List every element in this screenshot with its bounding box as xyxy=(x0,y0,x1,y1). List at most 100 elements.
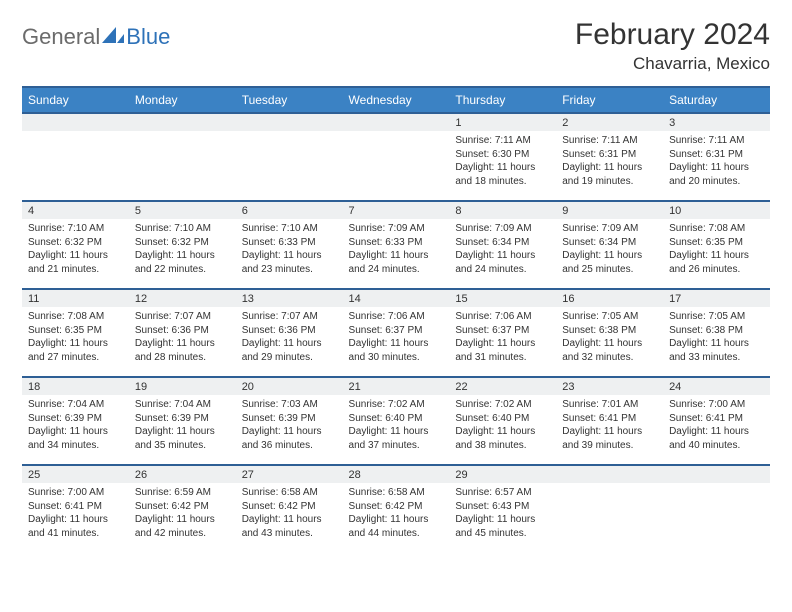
sunrise-line: Sunrise: 7:06 AM xyxy=(349,310,444,324)
day-details: Sunrise: 6:57 AMSunset: 6:43 PMDaylight:… xyxy=(449,483,556,544)
daylight-line: Daylight: 11 hours and 32 minutes. xyxy=(562,337,657,364)
empty-day xyxy=(663,466,770,483)
day-number: 25 xyxy=(22,466,129,483)
day-details: Sunrise: 7:09 AMSunset: 6:33 PMDaylight:… xyxy=(343,219,450,280)
daylight-line: Daylight: 11 hours and 29 minutes. xyxy=(242,337,337,364)
sunset-line: Sunset: 6:42 PM xyxy=(349,500,444,514)
brand-sail-icon xyxy=(102,25,124,50)
daylight-line: Daylight: 11 hours and 20 minutes. xyxy=(669,161,764,188)
daylight-line: Daylight: 11 hours and 33 minutes. xyxy=(669,337,764,364)
sunrise-line: Sunrise: 7:07 AM xyxy=(242,310,337,324)
calendar-day-cell: 2Sunrise: 7:11 AMSunset: 6:31 PMDaylight… xyxy=(556,113,663,201)
day-number: 6 xyxy=(236,202,343,219)
day-number: 7 xyxy=(343,202,450,219)
day-number: 19 xyxy=(129,378,236,395)
day-details: Sunrise: 6:59 AMSunset: 6:42 PMDaylight:… xyxy=(129,483,236,544)
sunset-line: Sunset: 6:33 PM xyxy=(242,236,337,250)
calendar-day-cell xyxy=(556,465,663,553)
sunset-line: Sunset: 6:37 PM xyxy=(349,324,444,338)
day-number: 11 xyxy=(22,290,129,307)
day-details: Sunrise: 7:07 AMSunset: 6:36 PMDaylight:… xyxy=(236,307,343,368)
day-number: 1 xyxy=(449,114,556,131)
day-details: Sunrise: 7:09 AMSunset: 6:34 PMDaylight:… xyxy=(556,219,663,280)
calendar-day-cell: 3Sunrise: 7:11 AMSunset: 6:31 PMDaylight… xyxy=(663,113,770,201)
sunset-line: Sunset: 6:31 PM xyxy=(562,148,657,162)
sunset-line: Sunset: 6:36 PM xyxy=(135,324,230,338)
daylight-line: Daylight: 11 hours and 45 minutes. xyxy=(455,513,550,540)
calendar-day-cell: 15Sunrise: 7:06 AMSunset: 6:37 PMDayligh… xyxy=(449,289,556,377)
calendar-week-row: 1Sunrise: 7:11 AMSunset: 6:30 PMDaylight… xyxy=(22,113,770,201)
calendar-day-cell: 16Sunrise: 7:05 AMSunset: 6:38 PMDayligh… xyxy=(556,289,663,377)
day-details: Sunrise: 7:00 AMSunset: 6:41 PMDaylight:… xyxy=(22,483,129,544)
sunset-line: Sunset: 6:32 PM xyxy=(28,236,123,250)
day-number: 17 xyxy=(663,290,770,307)
day-number: 16 xyxy=(556,290,663,307)
day-number: 20 xyxy=(236,378,343,395)
day-details: Sunrise: 7:06 AMSunset: 6:37 PMDaylight:… xyxy=(343,307,450,368)
daylight-line: Daylight: 11 hours and 39 minutes. xyxy=(562,425,657,452)
sunrise-line: Sunrise: 7:10 AM xyxy=(28,222,123,236)
sunrise-line: Sunrise: 7:11 AM xyxy=(562,134,657,148)
sunset-line: Sunset: 6:40 PM xyxy=(349,412,444,426)
daylight-line: Daylight: 11 hours and 19 minutes. xyxy=(562,161,657,188)
calendar-week-row: 25Sunrise: 7:00 AMSunset: 6:41 PMDayligh… xyxy=(22,465,770,553)
calendar-table: SundayMondayTuesdayWednesdayThursdayFrid… xyxy=(22,86,770,553)
day-number: 4 xyxy=(22,202,129,219)
weekday-header: Tuesday xyxy=(236,87,343,113)
day-details: Sunrise: 7:11 AMSunset: 6:30 PMDaylight:… xyxy=(449,131,556,192)
calendar-day-cell: 21Sunrise: 7:02 AMSunset: 6:40 PMDayligh… xyxy=(343,377,450,465)
day-number: 13 xyxy=(236,290,343,307)
daylight-line: Daylight: 11 hours and 23 minutes. xyxy=(242,249,337,276)
daylight-line: Daylight: 11 hours and 26 minutes. xyxy=(669,249,764,276)
daylight-line: Daylight: 11 hours and 18 minutes. xyxy=(455,161,550,188)
sunset-line: Sunset: 6:36 PM xyxy=(242,324,337,338)
day-number: 3 xyxy=(663,114,770,131)
sunset-line: Sunset: 6:41 PM xyxy=(28,500,123,514)
sunrise-line: Sunrise: 7:07 AM xyxy=(135,310,230,324)
calendar-day-cell: 6 Sunrise: 7:10 AMSunset: 6:33 PMDaylight… xyxy=(236,201,343,289)
day-number: 26 xyxy=(129,466,236,483)
calendar-day-cell: 20Sunrise: 7:03 AMSunset: 6:39 PMDayligh… xyxy=(236,377,343,465)
calendar-day-cell: 22Sunrise: 7:02 AMSunset: 6:40 PMDayligh… xyxy=(449,377,556,465)
empty-day xyxy=(236,114,343,131)
calendar-day-cell: 24Sunrise: 7:00 AMSunset: 6:41 PMDayligh… xyxy=(663,377,770,465)
calendar-day-cell xyxy=(663,465,770,553)
day-number: 24 xyxy=(663,378,770,395)
sunset-line: Sunset: 6:34 PM xyxy=(455,236,550,250)
brand-word2: Blue xyxy=(126,24,170,50)
sunrise-line: Sunrise: 7:10 AM xyxy=(242,222,337,236)
calendar-day-cell xyxy=(129,113,236,201)
day-details: Sunrise: 7:11 AMSunset: 6:31 PMDaylight:… xyxy=(663,131,770,192)
calendar-day-cell: 23Sunrise: 7:01 AMSunset: 6:41 PMDayligh… xyxy=(556,377,663,465)
weekday-header: Wednesday xyxy=(343,87,450,113)
sunrise-line: Sunrise: 7:00 AM xyxy=(28,486,123,500)
empty-day xyxy=(343,114,450,131)
calendar-day-cell: 13Sunrise: 7:07 AMSunset: 6:36 PMDayligh… xyxy=(236,289,343,377)
day-number: 23 xyxy=(556,378,663,395)
daylight-line: Daylight: 11 hours and 30 minutes. xyxy=(349,337,444,364)
day-number: 28 xyxy=(343,466,450,483)
sunrise-line: Sunrise: 7:05 AM xyxy=(669,310,764,324)
day-number: 5 xyxy=(129,202,236,219)
daylight-line: Daylight: 11 hours and 41 minutes. xyxy=(28,513,123,540)
day-number: 14 xyxy=(343,290,450,307)
calendar-day-cell xyxy=(236,113,343,201)
day-details: Sunrise: 6:58 AMSunset: 6:42 PMDaylight:… xyxy=(236,483,343,544)
day-number: 18 xyxy=(22,378,129,395)
calendar-day-cell: 29Sunrise: 6:57 AMSunset: 6:43 PMDayligh… xyxy=(449,465,556,553)
day-details: Sunrise: 7:08 AMSunset: 6:35 PMDaylight:… xyxy=(22,307,129,368)
day-details: Sunrise: 7:02 AMSunset: 6:40 PMDaylight:… xyxy=(449,395,556,456)
weekday-header: Thursday xyxy=(449,87,556,113)
sunrise-line: Sunrise: 7:02 AM xyxy=(455,398,550,412)
sunrise-line: Sunrise: 7:10 AM xyxy=(135,222,230,236)
day-number: 8 xyxy=(449,202,556,219)
sunset-line: Sunset: 6:39 PM xyxy=(28,412,123,426)
sunset-line: Sunset: 6:42 PM xyxy=(242,500,337,514)
calendar-day-cell xyxy=(343,113,450,201)
calendar-body: 1Sunrise: 7:11 AMSunset: 6:30 PMDaylight… xyxy=(22,113,770,553)
page-header: General Blue February 2024 Chavarria, Me… xyxy=(22,18,770,74)
calendar-day-cell: 25Sunrise: 7:00 AMSunset: 6:41 PMDayligh… xyxy=(22,465,129,553)
sunrise-line: Sunrise: 7:03 AM xyxy=(242,398,337,412)
day-details: Sunrise: 6:58 AMSunset: 6:42 PMDaylight:… xyxy=(343,483,450,544)
day-details: Sunrise: 7:07 AMSunset: 6:36 PMDaylight:… xyxy=(129,307,236,368)
